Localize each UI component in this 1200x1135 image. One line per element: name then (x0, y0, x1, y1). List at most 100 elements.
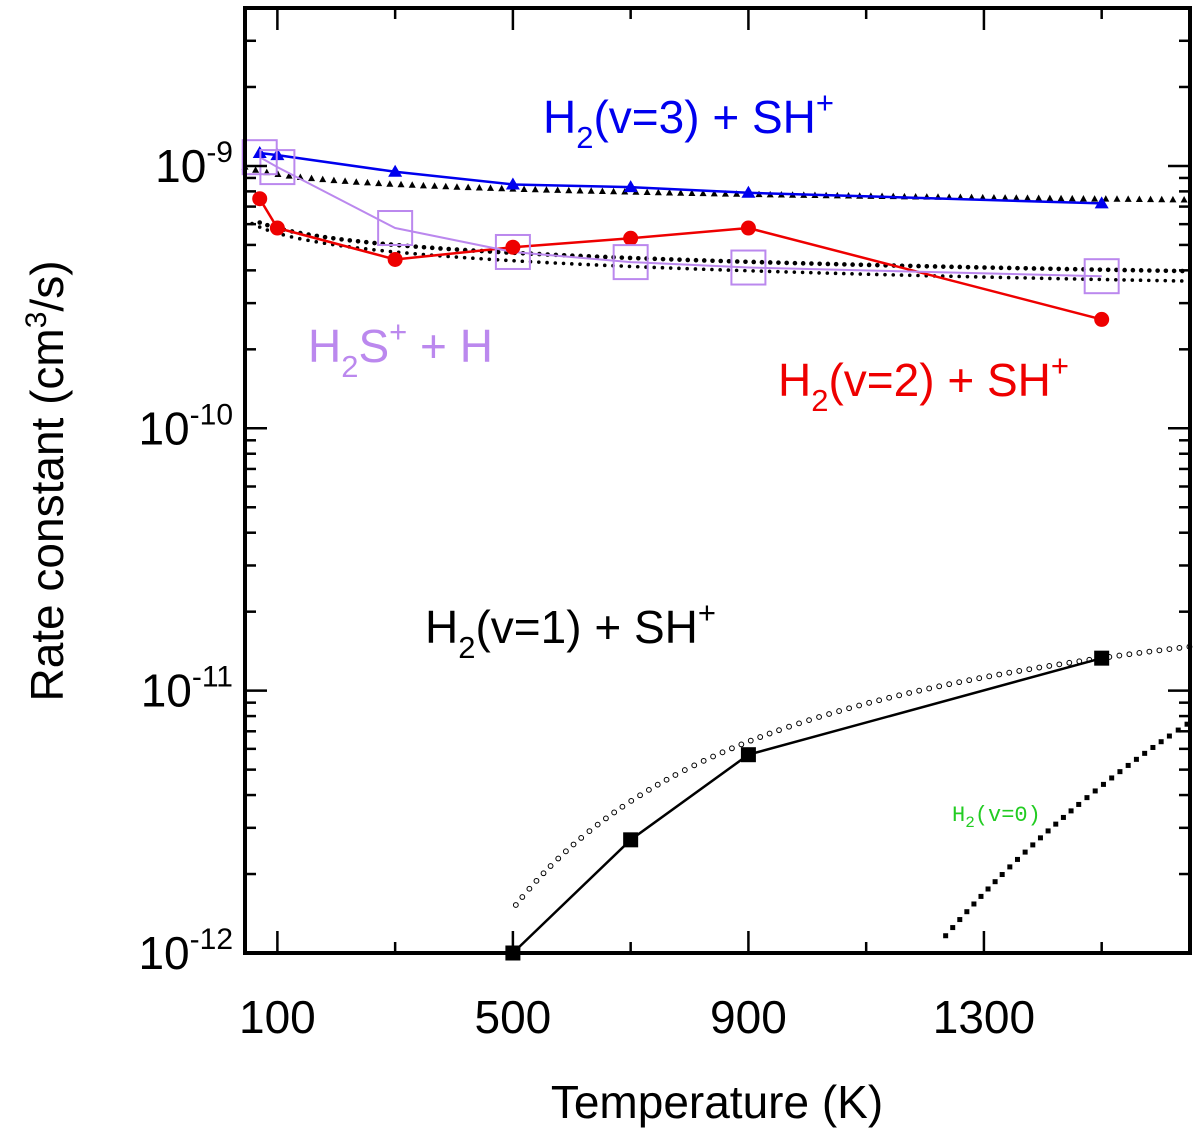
fit-mark (289, 235, 294, 239)
fit-mark (654, 781, 661, 788)
data-point-open-square (377, 210, 414, 247)
fit-mark (990, 265, 996, 270)
fit-mark (866, 262, 872, 268)
fit-mark (561, 261, 566, 266)
fit-mark (454, 247, 460, 252)
fit-mark (421, 244, 427, 250)
fit-mark (265, 222, 270, 228)
fit-mark (685, 257, 691, 263)
fit-mark (446, 254, 450, 259)
data-point-triangle (1094, 196, 1109, 209)
fit-mark (635, 264, 640, 269)
fit-mark (1163, 278, 1168, 283)
fit-mark (660, 265, 665, 270)
fit-mark (386, 180, 394, 187)
fit-curve-2 (243, 217, 1192, 283)
fit-mark (569, 262, 574, 266)
fit-mark (1022, 849, 1028, 855)
fit-mark (1064, 276, 1069, 281)
fit-mark (646, 786, 652, 793)
fit-mark (1056, 276, 1060, 281)
fit-mark (1030, 842, 1036, 848)
fit-mark (1155, 268, 1160, 273)
fit-mark (355, 238, 361, 244)
fit-mark (531, 185, 539, 193)
fit-mark (866, 699, 873, 706)
data-point-circle (1094, 311, 1110, 327)
fit-mark (1114, 267, 1119, 273)
fit-mark (352, 178, 360, 185)
fit-mark (627, 264, 632, 269)
fit-mark (677, 189, 685, 196)
fit-mark (306, 238, 310, 243)
label-h2-v0: H2(v=0) (952, 803, 1041, 832)
fit-mark (1007, 864, 1013, 870)
fit-mark (1146, 648, 1153, 655)
fit-mark (1064, 266, 1070, 272)
fit-mark (833, 261, 839, 267)
fit-mark (322, 234, 328, 240)
fit-mark (547, 863, 554, 869)
fit-mark (1046, 663, 1053, 669)
fit-mark (1045, 828, 1051, 834)
fit-mark (1076, 801, 1082, 807)
fit-mark (738, 741, 745, 748)
fit-mark (512, 258, 516, 263)
fit-mark (858, 272, 863, 276)
fit-mark (1023, 276, 1027, 280)
fit-mark (475, 184, 483, 191)
fit-mark (1180, 195, 1188, 203)
fit-mark (380, 248, 384, 253)
fit-mark (1053, 821, 1059, 827)
fit-mark (699, 189, 707, 197)
fit-mark (1031, 276, 1036, 280)
fit-mark (520, 259, 525, 264)
fit-mark (1048, 266, 1053, 272)
fit-mark (733, 190, 741, 197)
fit-mark (265, 228, 270, 232)
fit-mark (274, 170, 282, 178)
fit-mark (297, 236, 302, 241)
fit-mark (936, 683, 943, 690)
fit-mark (718, 258, 724, 264)
fit-mark (1023, 194, 1031, 201)
fit-mark (710, 267, 714, 272)
y-axis-title: Rate constant (cm3/s) (20, 260, 73, 701)
fit-mark (1037, 835, 1043, 841)
fit-mark (1166, 646, 1173, 653)
fit-mark (998, 265, 1004, 271)
fit-mark (985, 886, 991, 892)
data-point-triangle (388, 164, 403, 177)
fit-mark (943, 933, 949, 939)
fit-mark (924, 263, 930, 269)
fit-mark (498, 184, 506, 192)
fit-mark (759, 269, 764, 273)
fit-curve-3 (512, 643, 1193, 908)
fit-mark (438, 246, 443, 251)
fit-mark (850, 272, 854, 276)
fit-mark (388, 249, 393, 254)
fit-mark (281, 233, 286, 237)
fit-mark (751, 259, 757, 265)
fit-mark (796, 720, 802, 727)
fit-mark (1039, 266, 1045, 271)
fit-mark (721, 190, 729, 197)
fit-mark (1057, 194, 1065, 202)
fit-mark (666, 189, 674, 196)
fit-mark (252, 166, 260, 173)
fit-mark (906, 690, 913, 696)
fit-mark (1171, 279, 1176, 283)
fit-mark (916, 273, 920, 278)
fit-mark (986, 673, 993, 680)
fit-mark (1109, 775, 1115, 781)
fit-mark (825, 261, 831, 267)
fit-mark (726, 268, 731, 272)
fit-mark (554, 186, 562, 193)
fit-mark (636, 255, 641, 261)
fit-mark (842, 262, 847, 267)
series-line-0 (259, 151, 1102, 205)
y-tick-label: 10-9 (155, 136, 233, 192)
fit-mark (1142, 750, 1148, 756)
fit-mark (1036, 664, 1043, 671)
fit-mark (586, 262, 591, 267)
